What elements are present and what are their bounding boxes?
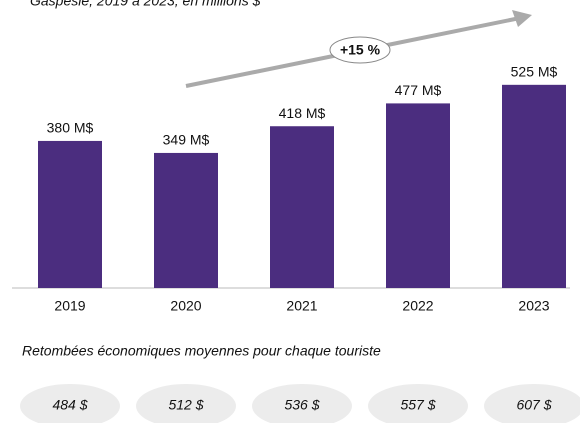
secondary-title: Retombées économiques moyennes pour chaq… — [22, 343, 381, 359]
per-tourist-bubble — [484, 384, 580, 423]
annotation: +15 % — [340, 42, 381, 58]
x-tick-label: 2021 — [286, 298, 317, 314]
per-tourist-bubble — [136, 384, 236, 423]
x-tick-label: 2019 — [54, 298, 85, 314]
per-tourist-label: 557 $ — [400, 397, 435, 413]
bar — [154, 152, 218, 288]
value-label: 525 M$ — [511, 64, 558, 80]
bar — [502, 84, 566, 288]
value-label: 380 M$ — [47, 120, 94, 136]
bar — [270, 126, 334, 288]
x-tick-label: 2022 — [402, 298, 433, 314]
annotation-bubble — [329, 36, 391, 64]
per-tourist-label: 512 $ — [168, 397, 203, 413]
per-tourist-label: 484 $ — [52, 397, 87, 413]
value-label: 418 M$ — [279, 105, 326, 121]
per-tourist-bubble — [20, 384, 120, 423]
value-label: 349 M$ — [163, 132, 210, 148]
per-tourist-bubble — [252, 384, 352, 423]
bar — [386, 103, 450, 288]
x-tick-label: 2020 — [170, 298, 201, 314]
arrow-head — [512, 10, 532, 27]
x-tick-label: 2023 — [518, 298, 549, 314]
per-tourist-label: 536 $ — [284, 397, 319, 413]
per-tourist-bubble — [368, 384, 468, 423]
value-label: 477 M$ — [395, 82, 442, 98]
per-tourist-label: 607 $ — [516, 397, 551, 413]
bar — [38, 140, 102, 288]
chart-subtitle: Gaspésie, 2019 à 2023, en millions $ — [30, 0, 261, 9]
